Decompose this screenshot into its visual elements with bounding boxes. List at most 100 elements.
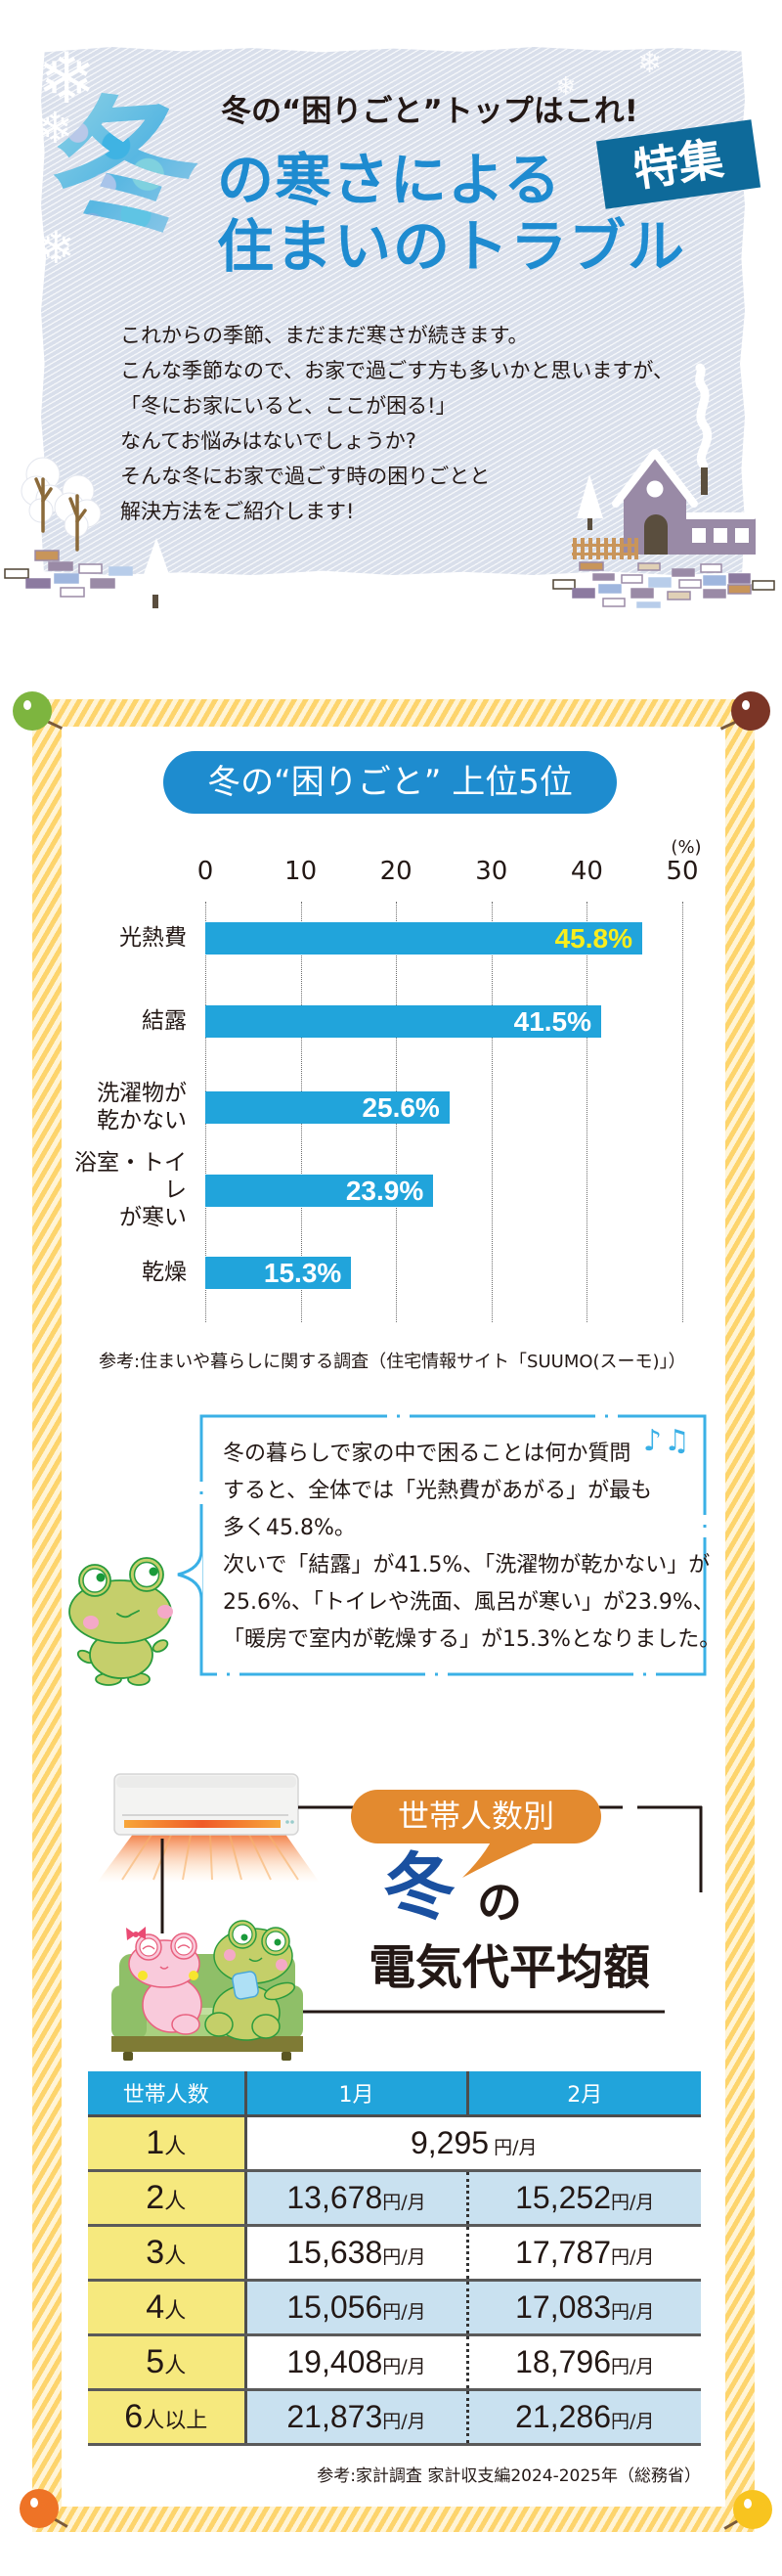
bar-value-label: 45.8%: [554, 922, 632, 954]
bar: 25.6%: [205, 1090, 450, 1124]
pine-tree-icon: [143, 538, 170, 577]
section-title: 電気代平均額: [369, 1940, 651, 1995]
winter-trees-illustration: [4, 457, 170, 608]
axis-tick-label: 20: [379, 857, 413, 886]
green-frog-icon: [204, 1920, 295, 2041]
bar-category-label: 浴室・トイレ が寒い: [74, 1150, 187, 1230]
bar-category-label: 洗濯物が 乾かない: [97, 1081, 187, 1133]
hero-title-line-2: 住まいのトラブル: [217, 213, 687, 280]
pushpin-icon: [20, 2489, 59, 2528]
household-cell: 1人: [88, 2115, 247, 2172]
february-cell: 15,252円/月: [467, 2170, 701, 2227]
comment-line: 25.6%、「トイレや洗面、風呂が寒い」が23.9%、: [223, 1590, 715, 1615]
january-cell: 15,056円/月: [245, 2280, 469, 2336]
bar-value-label: 15.3%: [263, 1257, 342, 1288]
table-row: 6人以上 21,873円/月 21,286円/月: [88, 2389, 701, 2446]
chart-row: 洗濯物が 乾かない 25.6%: [59, 1076, 450, 1138]
intro-line: こんな季節なので、お家で過ごす方も多いかと思いますが、: [120, 359, 673, 382]
comment-line: 多く45.8%。: [223, 1516, 356, 1540]
chart-row: 光熱費 45.8%: [59, 907, 642, 969]
chart-row: 乾燥 15.3%: [59, 1241, 352, 1304]
snowy-house-illustration: [552, 363, 775, 608]
frog-mascot-icon: [68, 1557, 173, 1686]
household-cell: 3人: [88, 2225, 247, 2282]
bar-category-label: 結露: [142, 1008, 187, 1034]
gridline: [586, 902, 588, 1322]
household-cell: 5人: [88, 2334, 247, 2391]
february-cell: 18,796円/月: [467, 2334, 701, 2391]
axis-tick-label: 40: [570, 857, 603, 886]
axis-unit-label: (%): [671, 837, 702, 858]
bar-category-label: 乾燥: [142, 1260, 187, 1285]
music-notes-icon: ♪♫: [643, 1424, 693, 1458]
smoke: [695, 363, 713, 470]
column-header-household: 世帯人数: [88, 2071, 245, 2117]
intro-line: 解決方法をご紹介します!: [120, 500, 355, 523]
snowflake-icon: ❄: [555, 72, 577, 102]
intro-line: 「冬にお家にいると、ここが困る!」: [120, 394, 456, 418]
household-cell: 2人: [88, 2170, 247, 2227]
january-cell: 13,678円/月: [245, 2170, 469, 2227]
heading-particle: の: [477, 1876, 522, 1929]
heading-frame-lines: [160, 1805, 703, 2014]
chart-row: 結露 41.5%: [59, 990, 602, 1052]
bricks: [4, 550, 133, 598]
table-row: 4人 15,056円/月 17,083円/月: [88, 2280, 701, 2336]
intro-line: これからの季節、まだまだ寒さが続きます。: [120, 324, 529, 347]
bar: 15.3%: [205, 1256, 352, 1289]
table-row: 5人 19,408円/月 18,796円/月: [88, 2334, 701, 2391]
bar-value-label: 25.6%: [362, 1091, 440, 1123]
bar: 45.8%: [205, 921, 642, 955]
frogs-on-sofa-illustration: [111, 1920, 303, 2061]
chart-row: 浴室・トイレ が寒い 23.9%: [59, 1150, 434, 1230]
chimney: [701, 467, 708, 495]
household-cell: 4人: [88, 2280, 247, 2336]
pushpin-icon: [13, 691, 52, 731]
tree-icon: [21, 457, 102, 538]
bricks: [552, 561, 775, 608]
door: [644, 514, 668, 555]
table-row: 1人 9,295 円/月: [88, 2115, 701, 2172]
bar-value-label: 41.5%: [513, 1005, 592, 1037]
february-cell: 17,083円/月: [467, 2280, 701, 2336]
tag-tail: [462, 1837, 549, 1878]
table-source-note: 参考:家計調査 家計収支編2024-2025年（総務省）: [317, 2466, 701, 2486]
pushpin-icon: [733, 2490, 772, 2529]
intro-line: なんてお悩みはないでしょうか?: [120, 429, 416, 453]
table-row: 2人 13,678円/月 15,252円/月: [88, 2170, 701, 2227]
pine-tree-icon: [577, 474, 603, 518]
cup-icon: [232, 1971, 259, 2000]
comment-line: 次いで「結露」が41.5%、「洗濯物が乾かない」が: [223, 1553, 711, 1577]
pushpin-icon: [731, 691, 770, 731]
comment-line: 冬の暮らしで家の中で困ることは何か質問: [223, 1442, 631, 1466]
gridline: [491, 902, 493, 1322]
hero-title-line-1: の寒さによる: [217, 147, 562, 213]
heading-winter-char: 冬: [383, 1845, 456, 1930]
gridline: [682, 902, 683, 1322]
feature-badge-label: 特集: [630, 131, 727, 198]
table-row: 3人 15,638円/月 17,787円/月: [88, 2225, 701, 2282]
household-tag: 世帯人数別: [351, 1790, 601, 1843]
axis-tick-label: 30: [475, 857, 508, 886]
comment-line: 「暖房で室内が乾燥する」が15.3%となりました。: [223, 1627, 721, 1652]
bar: 41.5%: [205, 1004, 602, 1038]
january-cell: 19,408円/月: [245, 2334, 469, 2391]
comment-line: すると、全体では「光熱費があがる」が最も: [223, 1479, 653, 1503]
axis-tick-label: 50: [666, 857, 699, 886]
february-cell: 21,286円/月: [467, 2389, 701, 2446]
chart-source-note: 参考:住まいや暮らしに関する調査（住宅情報サイト「SUUMO(スーモ)」）: [99, 1352, 686, 1372]
air-conditioner-icon: [97, 1773, 320, 1883]
bar-value-label: 23.9%: [345, 1175, 424, 1206]
column-header-february: 2月: [465, 2071, 701, 2117]
january-cell: 15,638円/月: [245, 2225, 469, 2282]
column-header-january: 1月: [243, 2071, 467, 2117]
electricity-cost-table: 世帯人数 1月 2月 1人 9,295 円/月 2人 13,678円/月 15,…: [88, 2071, 701, 2446]
fence: [572, 538, 638, 559]
table-header-row: 世帯人数 1月 2月: [88, 2071, 701, 2117]
axis-tick-label: 0: [196, 857, 214, 886]
intro-text: これからの季節、まだまだ寒さが続きます。 こんな季節なので、お家で過ごす方も多い…: [120, 318, 673, 529]
pink-frog-icon: [126, 1927, 202, 2035]
snowflake-icon: ❄: [637, 46, 663, 80]
bar-category-label: 光熱費: [119, 925, 187, 951]
merged-value-cell: 9,295 円/月: [245, 2115, 701, 2172]
